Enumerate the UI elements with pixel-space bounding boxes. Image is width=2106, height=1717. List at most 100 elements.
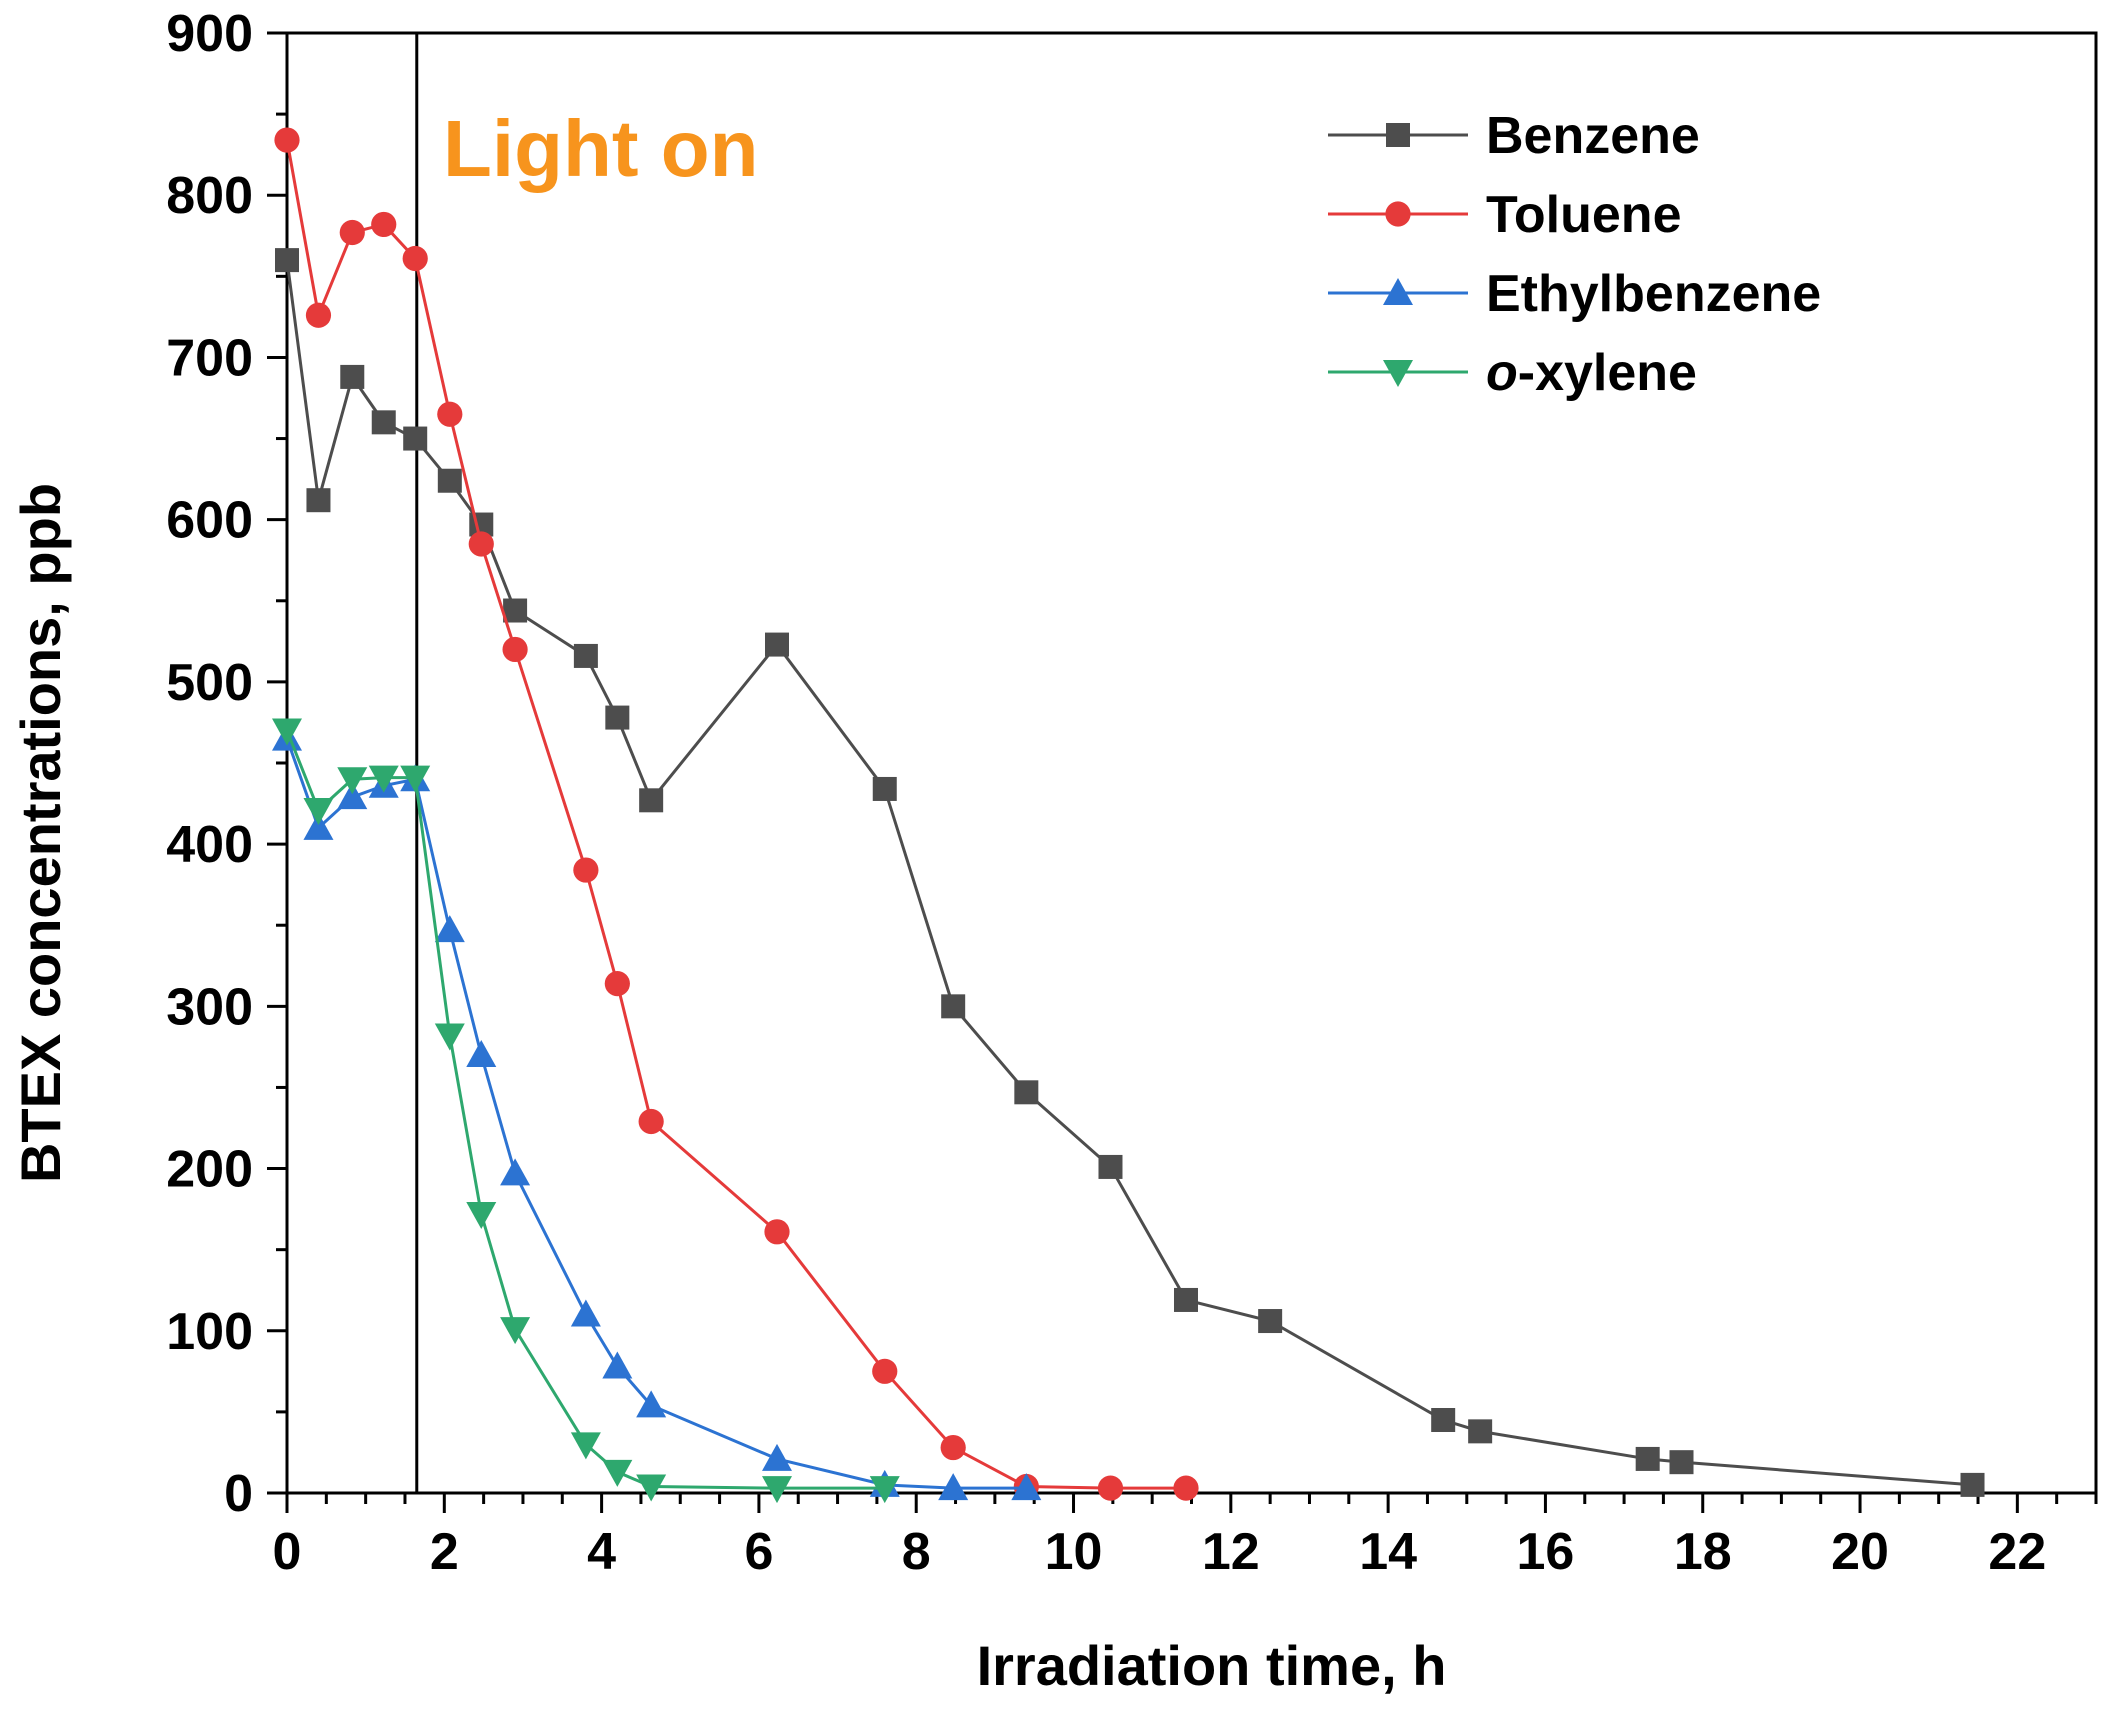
y-tick-label: 800 (166, 167, 253, 225)
legend-label-text: Toluene (1486, 186, 1681, 244)
data-point-benzene (1258, 1309, 1283, 1334)
y-tick-label: 900 (166, 5, 253, 63)
legend-marker-ethylbenzene (1383, 278, 1413, 305)
series-toluene (274, 127, 1199, 1501)
data-point-ethylbenzene (570, 1299, 601, 1327)
plot-frame (285, 31, 2098, 1495)
x-axis-title: Irradiation time, h (977, 1634, 1447, 1697)
y-tick-label: 500 (166, 654, 253, 712)
data-point-ethylbenzene (1011, 1473, 1042, 1501)
legend-item-ethylbenzene: Ethylbenzene (1328, 265, 1821, 323)
legend-label-text: -xylene (1518, 344, 1697, 402)
data-point-toluene (940, 1434, 966, 1461)
y-tick-label: 200 (166, 1141, 253, 1199)
y-tick-label: 0 (224, 1465, 253, 1523)
data-point-toluene (371, 211, 397, 238)
data-point-benzene (371, 410, 396, 435)
data-point-benzene (573, 643, 598, 668)
x-tick-label: 0 (273, 1523, 302, 1581)
legend-label-text: Ethylbenzene (1486, 265, 1821, 323)
series-layer (272, 127, 1985, 1504)
data-point-benzene (1098, 1154, 1123, 1179)
data-point-toluene (502, 636, 528, 663)
data-point-o-xylene (500, 1317, 531, 1345)
y-tick-label: 300 (166, 978, 253, 1036)
data-point-benzene (765, 632, 790, 657)
data-point-o-xylene (466, 1201, 497, 1229)
series-line-o-xylene (285, 730, 885, 1490)
data-point-toluene (638, 1108, 664, 1135)
legend: Benzene Toluene Ethylbenzene o-xylene (1328, 107, 1821, 402)
data-point-toluene (764, 1219, 790, 1245)
data-point-o-xylene (434, 1023, 465, 1051)
x-tick-label: 18 (1674, 1523, 1732, 1581)
legend-marker-toluene (1385, 201, 1411, 227)
data-point-benzene (1669, 1450, 1694, 1475)
data-point-toluene (1097, 1475, 1124, 1501)
data-point-toluene (468, 531, 494, 557)
data-point-ethylbenzene (636, 1390, 667, 1418)
data-point-ethylbenzene (434, 915, 465, 943)
light-on-label: Light on (443, 104, 758, 193)
data-point-benzene (1635, 1446, 1660, 1471)
x-tick-label: 8 (902, 1523, 931, 1581)
x-tick-label: 2 (430, 1523, 459, 1581)
data-point-benzene (306, 488, 331, 513)
data-point-ethylbenzene (337, 782, 368, 810)
legend-marker-o-xylene (1383, 360, 1413, 387)
data-point-ethylbenzene (938, 1473, 969, 1501)
data-point-toluene (604, 971, 630, 997)
data-point-ethylbenzene (466, 1040, 497, 1067)
x-tick-label: 10 (1045, 1523, 1103, 1581)
data-point-toluene (402, 245, 428, 272)
data-point-o-xylene (762, 1476, 793, 1504)
data-point-o-xylene (570, 1432, 601, 1460)
data-point-benzene (1431, 1408, 1456, 1432)
data-point-o-xylene (337, 767, 368, 795)
data-point-benzene (941, 994, 966, 1019)
data-point-o-xylene (636, 1474, 667, 1502)
data-point-toluene (339, 219, 365, 246)
legend-marker-benzene (1386, 123, 1410, 147)
data-point-o-xylene (602, 1459, 633, 1487)
data-point-toluene (305, 302, 332, 328)
legend-label-ethylbenzene: Ethylbenzene (1486, 265, 1821, 323)
data-point-o-xylene (400, 765, 431, 793)
series-line-benzene (285, 259, 1973, 1487)
x-tick-label: 22 (1988, 1523, 2046, 1581)
data-point-toluene (573, 857, 599, 883)
data-point-benzene (275, 248, 299, 273)
x-tick-label: 4 (587, 1523, 616, 1581)
axes: 0 2 4 6 8 10 12 14 16 18 20 22 0 100 200 300 400 500 600 70… (9, 5, 2098, 1697)
series-o-xylene (272, 718, 900, 1504)
legend-item-o-xylene: o-xylene (1328, 344, 1697, 402)
data-point-toluene (1173, 1475, 1199, 1501)
data-point-benzene (639, 788, 664, 813)
data-point-ethylbenzene (500, 1158, 531, 1186)
data-point-toluene (437, 401, 463, 427)
data-point-o-xylene (303, 798, 334, 826)
x-tick-label: 20 (1831, 1523, 1889, 1581)
x-tick-label: 6 (744, 1523, 773, 1581)
legend-label-italic: o (1486, 344, 1518, 402)
data-point-benzene (403, 426, 428, 451)
x-tick-label: 14 (1359, 1523, 1417, 1581)
data-point-benzene (503, 598, 528, 623)
data-point-benzene (605, 705, 630, 730)
data-point-benzene (1468, 1419, 1493, 1444)
legend-label-o-xylene: o-xylene (1486, 344, 1697, 402)
light-on-annotation: Light on (415, 33, 758, 1493)
x-tick-label: 12 (1202, 1523, 1260, 1581)
data-point-o-xylene (368, 765, 399, 793)
data-point-toluene (872, 1358, 898, 1384)
data-point-ethylbenzene (762, 1443, 793, 1471)
data-point-ethylbenzene (602, 1351, 633, 1379)
data-point-benzene (437, 468, 462, 493)
y-tick-label: 600 (166, 492, 253, 550)
data-point-benzene (1173, 1287, 1198, 1312)
legend-label-benzene: Benzene (1486, 107, 1700, 165)
legend-item-toluene: Toluene (1328, 186, 1681, 244)
data-point-toluene (274, 127, 300, 153)
data-point-o-xylene (869, 1476, 900, 1504)
